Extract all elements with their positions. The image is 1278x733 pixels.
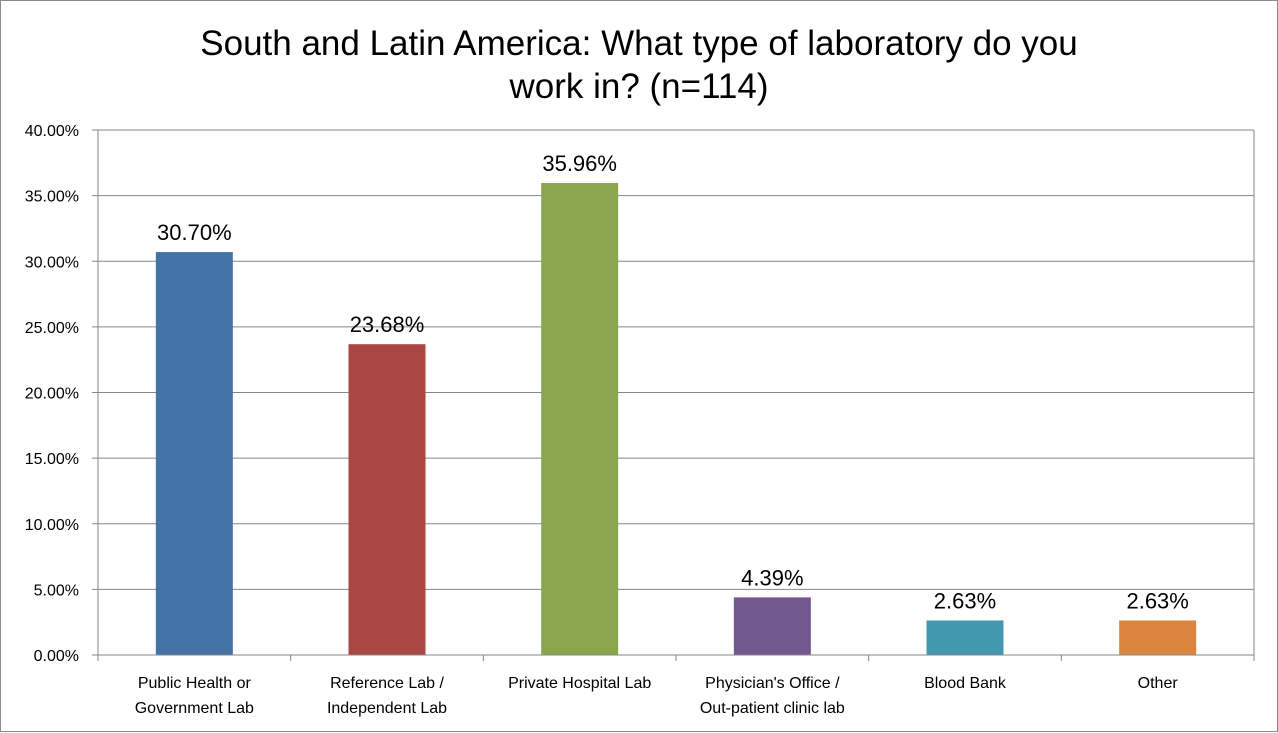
y-tick-label: 5.00%	[34, 582, 79, 599]
data-label: 2.63%	[934, 588, 996, 613]
data-label: 35.96%	[542, 151, 617, 176]
y-tick-label: 40.00%	[25, 123, 79, 140]
y-tick-label: 20.00%	[25, 386, 79, 403]
bar	[348, 344, 426, 655]
x-category-label: Private Hospital Lab	[508, 675, 651, 692]
x-category-label: Physician's Office /	[705, 675, 840, 692]
y-tick-label: 15.00%	[25, 451, 79, 468]
x-category-label: Public Health or	[138, 675, 252, 692]
x-category-label: Government Lab	[135, 700, 254, 717]
chart-title: work in? (n=114)	[508, 67, 768, 106]
y-tick-label: 25.00%	[25, 320, 79, 337]
data-label: 23.68%	[350, 312, 425, 337]
y-tick-label: 10.00%	[25, 517, 79, 534]
data-label: 2.63%	[1126, 588, 1188, 613]
bar	[1119, 620, 1197, 655]
bar	[926, 620, 1004, 655]
y-tick-label: 0.00%	[34, 648, 79, 665]
x-category-label: Blood Bank	[924, 675, 1007, 692]
data-label: 30.70%	[157, 220, 232, 245]
y-tick-label: 35.00%	[25, 189, 79, 206]
bar	[541, 183, 619, 655]
x-category-label: Reference Lab /	[330, 675, 444, 692]
y-tick-label: 30.00%	[25, 254, 79, 271]
bar	[155, 252, 233, 655]
data-label: 4.39%	[741, 565, 803, 590]
x-category-label: Other	[1138, 675, 1179, 692]
x-category-label: Out-patient clinic lab	[700, 700, 845, 717]
chart-title: South and Latin America: What type of la…	[200, 24, 1077, 63]
bar	[733, 597, 811, 655]
x-category-label: Independent Lab	[327, 700, 447, 717]
